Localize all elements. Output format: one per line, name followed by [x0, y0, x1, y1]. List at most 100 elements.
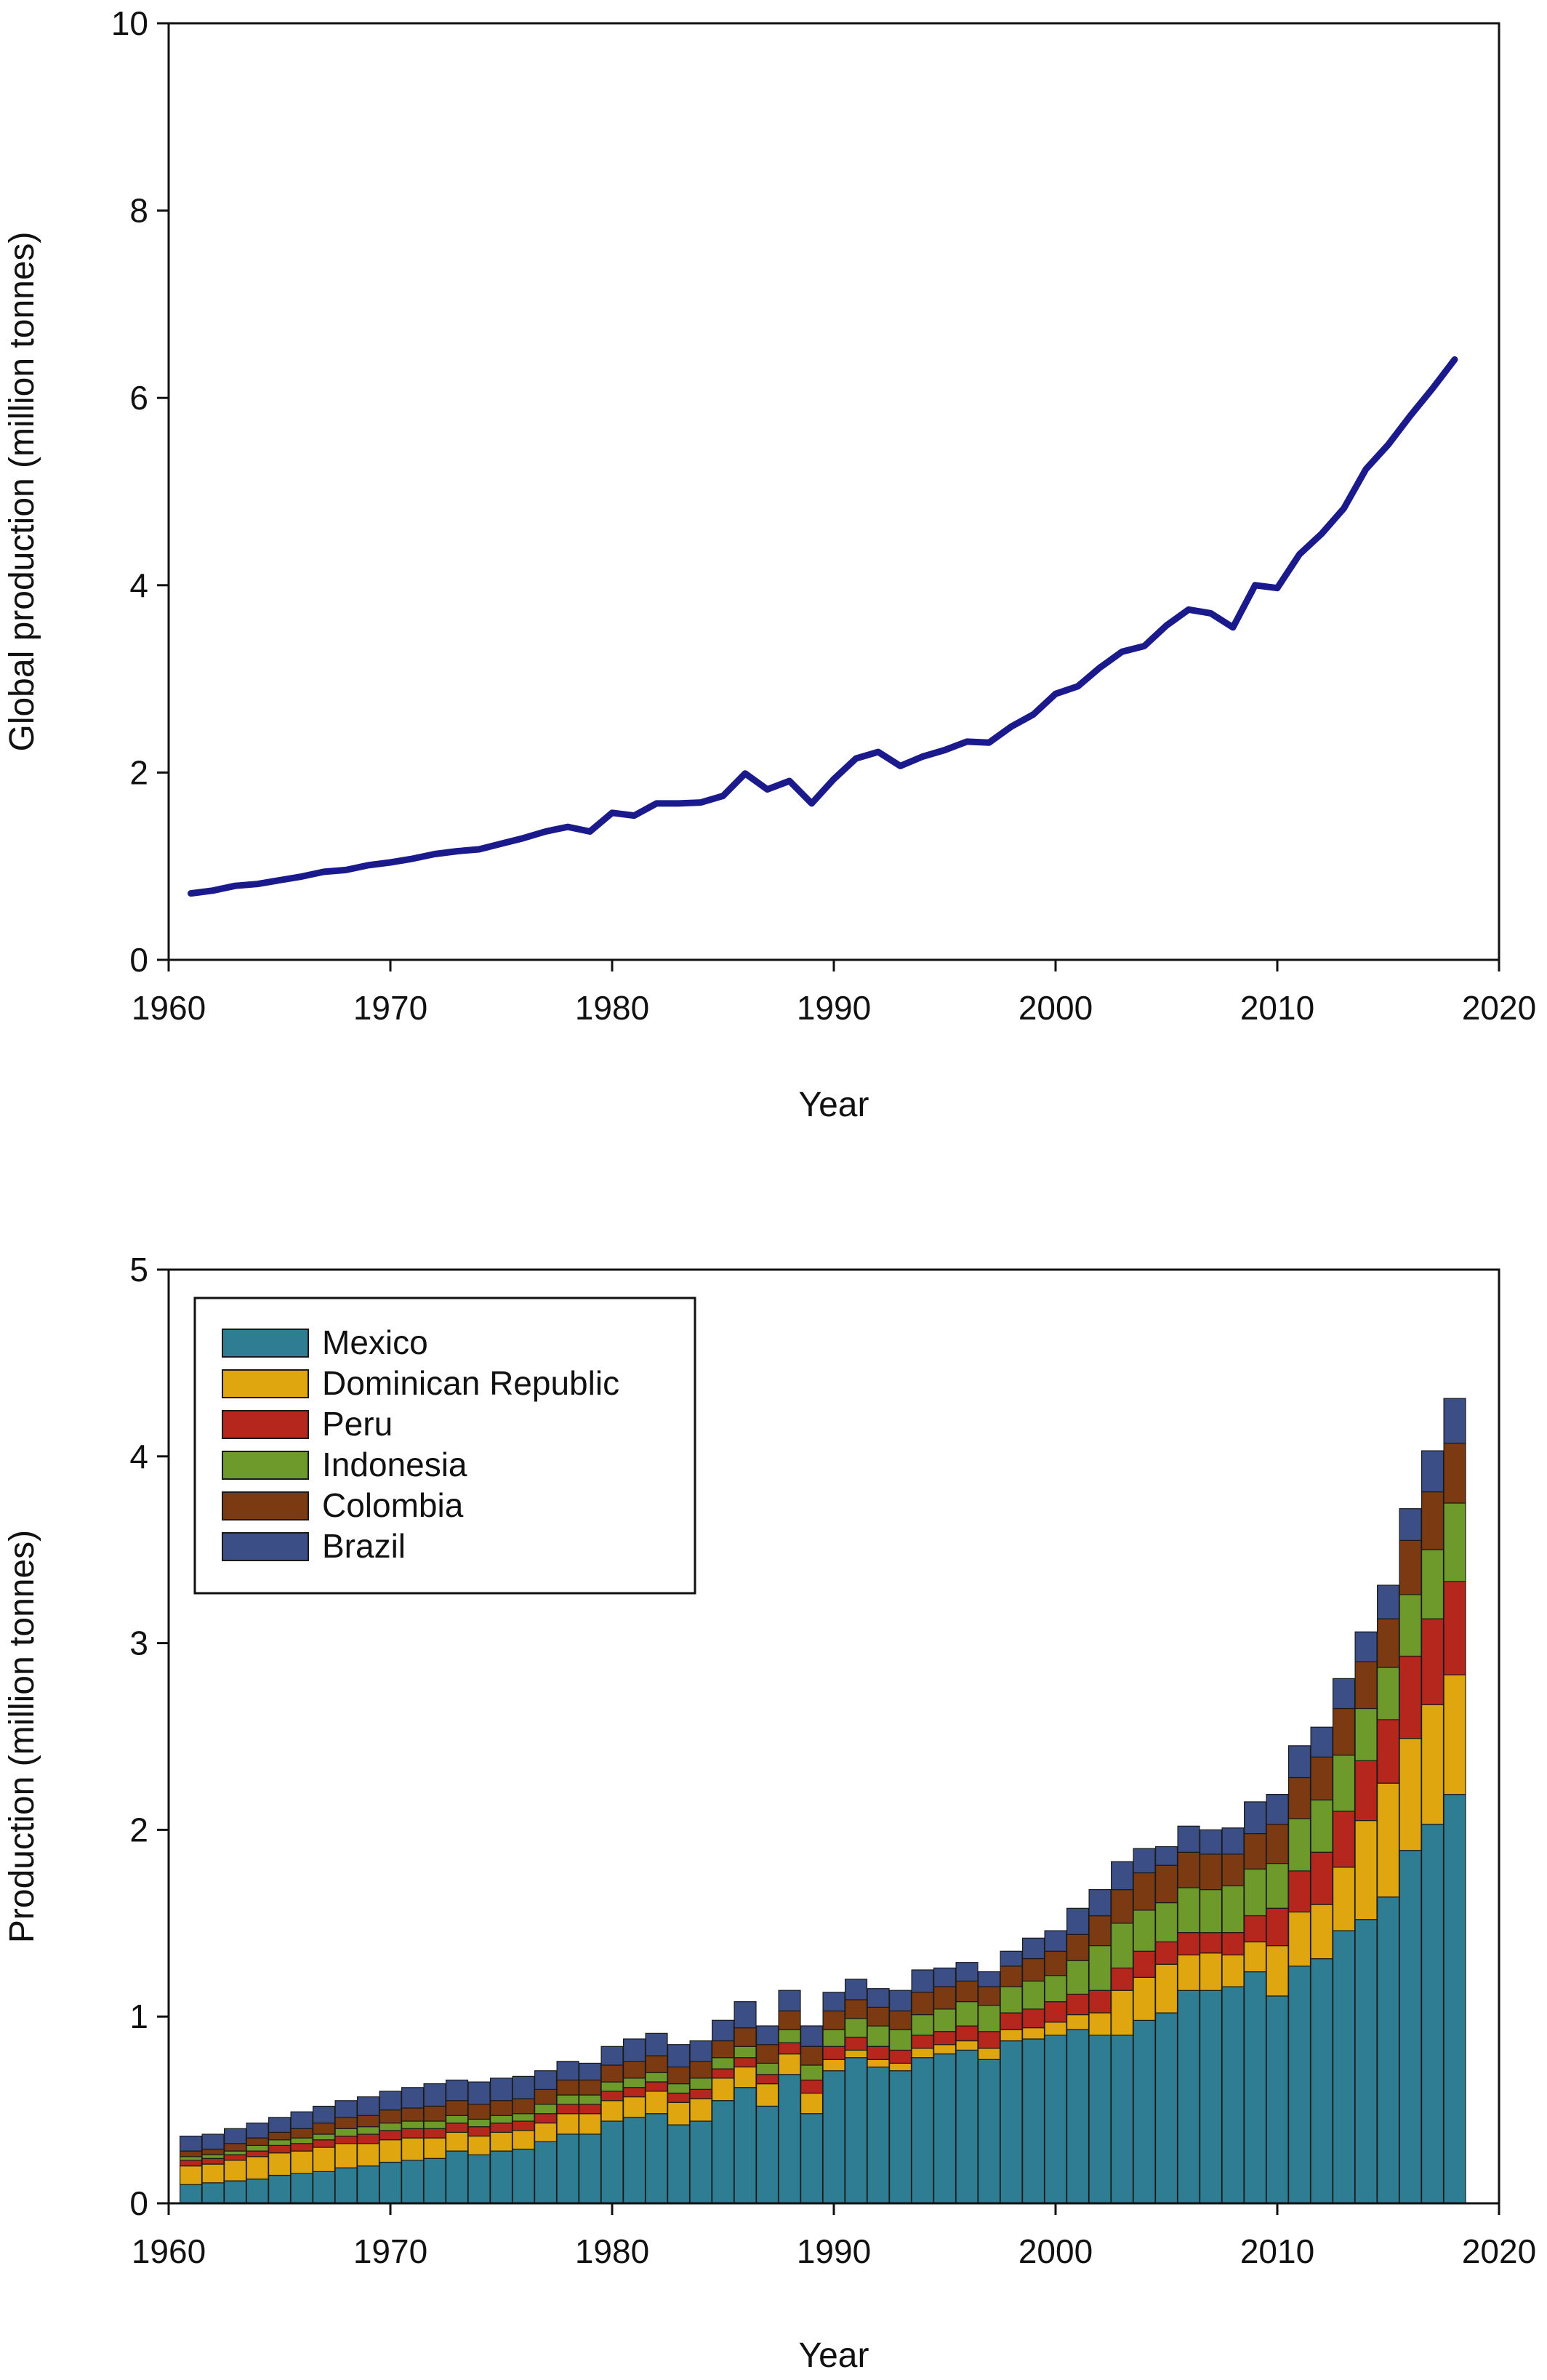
legend-label-colombia: Colombia: [322, 1486, 464, 1524]
bar-segment-brazil: [933, 1967, 957, 1987]
bar-segment-colombia: [600, 2064, 624, 2083]
bar-segment-dominican-republic: [379, 2139, 402, 2163]
x-tick-label: 2000: [1018, 989, 1093, 1027]
bar-segment-dominican-republic: [334, 2143, 358, 2168]
bar-segment-colombia: [334, 2117, 358, 2129]
bar-segment-mexico: [467, 2154, 491, 2204]
bar-segment-indonesia: [711, 2057, 735, 2070]
bar-segment-indonesia: [180, 2156, 203, 2161]
bar-segment-peru: [445, 2123, 469, 2133]
line-chart-series: [188, 356, 1458, 897]
bar-segment-peru: [313, 2139, 336, 2148]
bar-segment-colombia: [379, 2109, 402, 2124]
bar-segment-colombia: [445, 2100, 469, 2116]
bar-segment-brazil: [512, 2075, 535, 2099]
bar-segment-dominican-republic: [1421, 1704, 1444, 1825]
bar-segment-peru: [911, 2035, 934, 2049]
bar-segment-colombia: [180, 2150, 203, 2157]
bar-segment-indonesia: [911, 2014, 934, 2036]
x-tick-label: 2000: [1018, 2232, 1093, 2270]
bar-segment-indonesia: [867, 2025, 890, 2047]
bar-segment-peru: [1443, 1581, 1466, 1675]
bar-segment-dominican-republic: [534, 2123, 558, 2142]
stacked-bar-chart: 1960 1970 1980 1990 2000 2010 2020 0 1 2 3 4 5 Mexi…: [3, 1251, 1536, 2375]
bar-segment-mexico: [977, 2059, 1001, 2204]
bar-segment-mexico: [600, 2120, 624, 2204]
bar-segment-peru: [888, 2049, 912, 2064]
bar-segment-colombia: [246, 2137, 269, 2147]
bar-segment-mexico: [1443, 1794, 1466, 2204]
bar-segment-dominican-republic: [778, 2054, 801, 2075]
bar-segment-brazil: [734, 2001, 757, 2029]
bar-segment-dominican-republic: [445, 2131, 469, 2152]
legend-swatch-indonesia: [222, 1451, 309, 1480]
bar-segment-colombia: [1266, 1824, 1289, 1864]
bar-segment-brazil: [1376, 1584, 1400, 1619]
bar-segment-indonesia: [622, 2078, 646, 2088]
bar-segment-mexico: [201, 2182, 225, 2204]
bar-segment-dominican-republic: [1133, 1976, 1156, 2022]
bar-segment-dominican-republic: [489, 2131, 513, 2152]
bar-segment-dominican-republic: [1177, 1954, 1200, 1991]
x-tick-label: 2020: [1462, 2232, 1536, 2270]
bar-segment-dominican-republic: [911, 2048, 934, 2059]
bar-segment-mexico: [711, 2100, 735, 2204]
bar-segment-peru: [1399, 1656, 1422, 1739]
bar-segment-peru: [1000, 2012, 1023, 2030]
bar-segment-brazil: [977, 1971, 1001, 1987]
bar-segment-brazil: [556, 2061, 579, 2081]
bar-segment-brazil: [667, 2044, 691, 2068]
bar-segment-peru: [1154, 1941, 1178, 1965]
bar-segment-colombia: [911, 1992, 934, 2016]
bar-segment-brazil: [290, 2111, 313, 2129]
bar-segment-brazil: [180, 2136, 203, 2152]
bar-segment-brazil: [1221, 1827, 1245, 1855]
bar-segment-dominican-republic: [1354, 1820, 1378, 1920]
bar-segment-dominican-republic: [1000, 2029, 1023, 2042]
bar-segment-mexico: [778, 2074, 801, 2204]
bar-segment-mexico: [933, 2054, 957, 2204]
bar-segment-brazil: [689, 2040, 712, 2062]
bar-segment-colombia: [423, 2105, 446, 2122]
bar-segment-dominican-republic: [622, 2096, 646, 2118]
bar-segment-indonesia: [246, 2144, 269, 2152]
bar-segment-colombia: [933, 1986, 957, 2010]
bar-segment-mexico: [800, 2113, 824, 2204]
bar-segment-dominican-republic: [667, 2101, 691, 2125]
bar-segment-indonesia: [334, 2128, 358, 2137]
bar-segment-dominican-republic: [1443, 1674, 1466, 1795]
y-tick-label: 2: [129, 1811, 148, 1848]
bar-segment-mexico: [423, 2157, 446, 2204]
bar-segment-brazil: [578, 2062, 602, 2081]
bar-segment-indonesia: [1421, 1549, 1444, 1619]
bar-segment-indonesia: [1221, 1885, 1245, 1934]
y-tick-label: 5: [129, 1251, 148, 1289]
bar-segment-colombia: [822, 2010, 845, 2030]
bar-segment-brazil: [268, 2117, 292, 2133]
bar-segment-colombia: [645, 2055, 668, 2073]
bar-segment-mexico: [844, 2057, 868, 2204]
bar-segment-peru: [867, 2046, 890, 2060]
bar-segment-brazil: [822, 1992, 845, 2012]
bar-segment-indonesia: [534, 2104, 558, 2115]
bar-segment-mexico: [911, 2057, 934, 2204]
y-tick-label: 8: [129, 192, 148, 230]
bar-segment-mexico: [268, 2174, 292, 2204]
bar-segment-peru: [1088, 1990, 1112, 2014]
bar-segment-colombia: [224, 2143, 247, 2152]
bar-segment-peru: [844, 2036, 868, 2051]
bar-segment-brazil: [711, 2019, 735, 2042]
bar-segment-mexico: [290, 2173, 313, 2204]
bar-segment-indonesia: [645, 2072, 668, 2083]
bar-segment-brazil: [379, 2091, 402, 2111]
bar-segment-brazil: [1021, 1937, 1045, 1960]
bar-segment-peru: [933, 2031, 957, 2046]
bar-segment-brazil: [1354, 1631, 1378, 1662]
line-chart-plot-frame: [167, 22, 1500, 961]
bar-segment-mexico: [578, 2133, 602, 2204]
bar-segment-mexico: [888, 2070, 912, 2204]
line-chart-y-axis-label: Global production (million tonnes): [3, 231, 41, 751]
bar-segment-mexico: [489, 2150, 513, 2204]
bar-segment-dominican-republic: [512, 2130, 535, 2150]
bar-segment-colombia: [622, 2061, 646, 2079]
